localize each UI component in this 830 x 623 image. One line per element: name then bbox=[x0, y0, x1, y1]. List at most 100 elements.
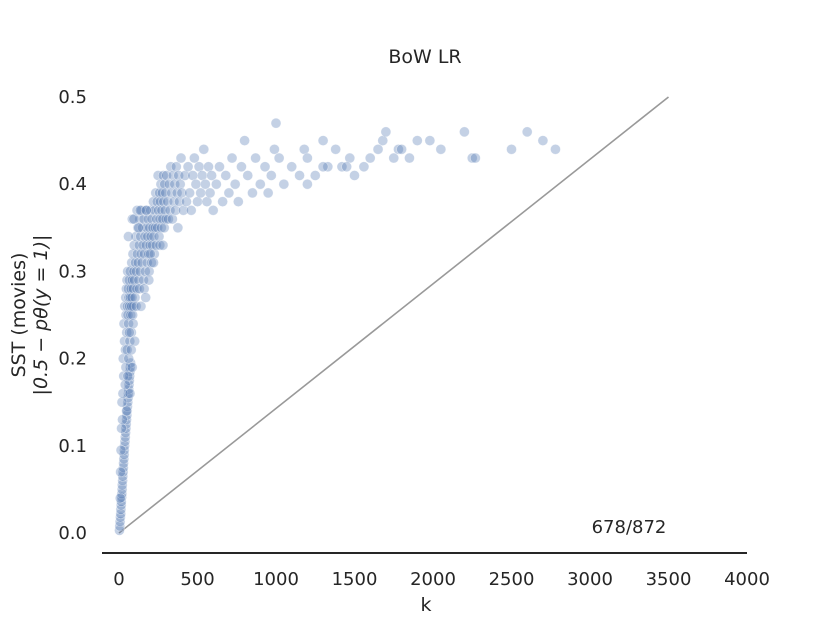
data-point bbox=[239, 135, 250, 146]
data-point bbox=[404, 152, 415, 164]
data-point bbox=[259, 161, 271, 173]
data-point bbox=[270, 117, 282, 129]
data-point bbox=[116, 479, 128, 491]
data-point bbox=[233, 196, 244, 207]
data-point bbox=[138, 274, 149, 286]
data-point bbox=[154, 239, 166, 251]
data-point bbox=[189, 152, 200, 164]
data-point bbox=[164, 205, 176, 216]
data-point bbox=[372, 144, 384, 155]
data-point bbox=[117, 414, 128, 425]
y-tick-label: 0.0 bbox=[58, 523, 87, 544]
data-point bbox=[128, 266, 140, 277]
y-tick-label: 0.2 bbox=[58, 349, 87, 370]
data-point bbox=[142, 231, 154, 242]
data-point bbox=[236, 161, 247, 173]
data-point bbox=[380, 126, 392, 138]
data-point bbox=[158, 222, 170, 234]
data-point bbox=[139, 231, 151, 242]
data-point bbox=[115, 466, 126, 478]
data-point bbox=[269, 144, 280, 155]
data-point bbox=[317, 135, 329, 146]
data-point bbox=[115, 444, 127, 456]
x-tick-label: 1000 bbox=[253, 569, 299, 590]
data-point bbox=[459, 126, 470, 138]
data-point bbox=[172, 222, 184, 234]
data-point bbox=[154, 187, 165, 199]
data-point bbox=[466, 152, 478, 164]
data-point bbox=[124, 375, 135, 386]
data-point bbox=[393, 144, 404, 155]
data-point bbox=[131, 283, 143, 295]
x-tick-label: 1500 bbox=[332, 569, 378, 590]
data-point bbox=[149, 248, 160, 260]
x-axis-label: k bbox=[420, 594, 431, 616]
data-point bbox=[175, 152, 187, 164]
data-point bbox=[118, 318, 130, 330]
data-point bbox=[309, 170, 321, 181]
data-point bbox=[117, 466, 129, 478]
data-point bbox=[211, 178, 222, 190]
data-point bbox=[134, 205, 146, 216]
data-point bbox=[154, 213, 166, 225]
data-point bbox=[157, 239, 169, 251]
data-point bbox=[138, 283, 150, 295]
data-point bbox=[153, 231, 165, 242]
data-point bbox=[123, 274, 135, 286]
data-point bbox=[176, 187, 188, 199]
data-point bbox=[396, 144, 407, 155]
data-point bbox=[217, 196, 228, 207]
data-point bbox=[118, 453, 130, 465]
data-point bbox=[364, 152, 376, 164]
data-point bbox=[145, 205, 156, 216]
data-point bbox=[207, 205, 219, 216]
data-point bbox=[200, 178, 211, 190]
data-point bbox=[550, 144, 561, 155]
data-point bbox=[126, 292, 138, 303]
x-tick-label: 3000 bbox=[567, 569, 613, 590]
data-point bbox=[247, 187, 258, 199]
y-tick-label: 0.5 bbox=[58, 87, 87, 108]
data-point bbox=[273, 152, 285, 164]
data-point bbox=[173, 170, 184, 181]
data-point bbox=[147, 239, 158, 251]
data-point bbox=[116, 488, 128, 500]
data-point bbox=[145, 231, 157, 242]
data-point bbox=[220, 170, 232, 181]
count-annotation: 678/872 bbox=[592, 517, 667, 538]
data-point bbox=[537, 135, 549, 146]
data-point bbox=[131, 266, 142, 277]
data-point bbox=[198, 144, 210, 155]
data-point bbox=[411, 135, 423, 146]
data-point bbox=[114, 516, 126, 527]
data-point bbox=[121, 405, 132, 417]
data-point bbox=[302, 178, 313, 190]
chart-title: BoW LR bbox=[388, 46, 461, 68]
data-point bbox=[157, 187, 168, 199]
data-point bbox=[143, 274, 155, 286]
data-point bbox=[226, 152, 238, 164]
data-point bbox=[424, 135, 436, 146]
data-point bbox=[157, 213, 169, 225]
data-point bbox=[174, 178, 186, 190]
data-point bbox=[214, 161, 225, 173]
data-point bbox=[294, 170, 305, 181]
y-tick-label: 0.3 bbox=[58, 261, 87, 282]
data-point bbox=[521, 126, 533, 138]
data-point bbox=[165, 161, 177, 173]
reference-line-layer bbox=[118, 96, 669, 534]
data-point bbox=[254, 178, 266, 190]
data-point bbox=[169, 178, 181, 190]
x-tick-label: 2000 bbox=[410, 569, 456, 590]
data-point bbox=[117, 353, 129, 364]
data-point bbox=[349, 170, 360, 181]
data-point bbox=[114, 525, 125, 536]
data-point bbox=[317, 161, 329, 173]
data-point bbox=[265, 170, 277, 181]
data-point bbox=[330, 144, 341, 155]
data-point bbox=[122, 266, 133, 277]
data-point bbox=[131, 205, 143, 216]
data-point bbox=[122, 401, 133, 412]
data-point bbox=[142, 213, 154, 225]
data-point bbox=[120, 427, 131, 439]
